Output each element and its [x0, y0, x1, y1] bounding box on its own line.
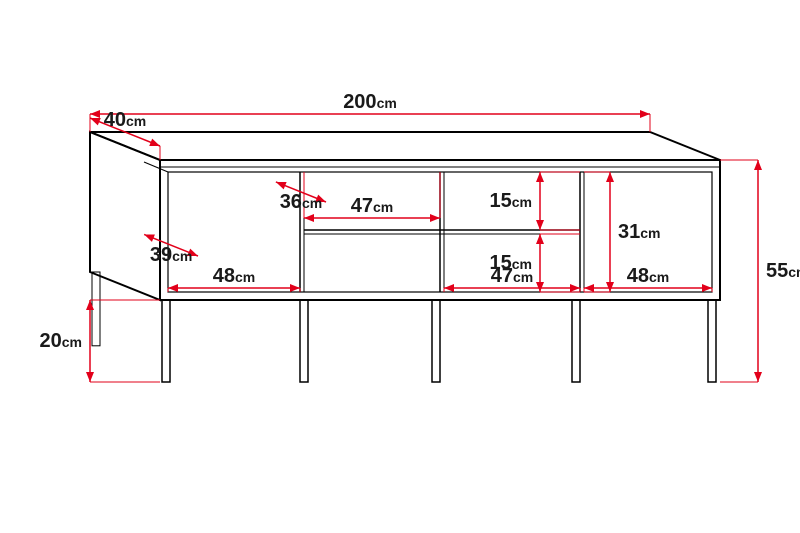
dim-arrowhead: [640, 110, 650, 118]
cabinet-outline: 48: [213, 265, 235, 287]
cabinet-outline: 15: [490, 252, 512, 274]
dim-shelf-bot-15: 15cm: [490, 252, 532, 274]
dim-arrowhead: [444, 284, 454, 292]
dim-arrowhead: [430, 214, 440, 222]
dim-arrowhead: [276, 182, 287, 189]
dim-shelf-top-15: 15cm: [490, 190, 532, 212]
cabinet-outline: 40: [104, 109, 126, 131]
cabinet-outline: cm: [512, 194, 532, 210]
dim-arrowhead: [90, 110, 100, 118]
cabinet-outline: cm: [649, 269, 669, 285]
cabinet-outline: 15: [490, 190, 512, 212]
cabinet-outline: [90, 132, 720, 160]
dim-arrowhead: [144, 234, 155, 241]
dim-arrowhead: [86, 372, 94, 382]
cabinet-outline: cm: [235, 269, 255, 285]
cabinet-outline: cm: [62, 334, 82, 350]
cabinet-outline: 200: [343, 91, 376, 113]
cabinet-outline: cm: [377, 95, 397, 111]
cabinet-outline: [708, 300, 716, 382]
dim-open-31: 31cm: [618, 221, 660, 243]
cabinet-outline: cm: [512, 256, 532, 272]
dim-arrowhead: [304, 214, 314, 222]
dim-arrowhead: [536, 282, 544, 292]
dim-arrowhead: [754, 372, 762, 382]
dim-arrowhead: [86, 300, 94, 310]
dim-arrowhead: [606, 172, 614, 182]
dim-c1-depth-39: 39cm: [150, 244, 192, 266]
cabinet-outline: 55: [766, 260, 788, 282]
cabinet-outline: cm: [640, 225, 660, 241]
cabinet-outline: cm: [373, 199, 393, 215]
dim-arrowhead: [90, 118, 101, 125]
dim-c2-depth-36: 36cm: [280, 191, 322, 213]
cabinet-outline: 47: [351, 195, 373, 217]
cabinet-outline: [300, 300, 308, 382]
furniture-dimension-diagram: 200cm40cm55cm20cm48cm47cm47cm48cm39cm36c…: [0, 0, 800, 533]
cabinet-outline: 20: [40, 330, 62, 352]
cabinet-outline: 39: [150, 244, 172, 266]
dim-arrowhead: [754, 160, 762, 170]
cabinet-outline: cm: [302, 195, 322, 211]
dim-height-55: 55cm: [766, 260, 800, 282]
dim-arrowhead: [168, 284, 178, 292]
cabinet-outline: 36: [280, 191, 302, 213]
dim-c1-48: 48cm: [213, 265, 255, 287]
dim-arrowhead: [290, 284, 300, 292]
cabinet-outline: 48: [627, 265, 649, 287]
dim-width-200: 200cm: [343, 91, 397, 113]
dim-c2a-47: 47cm: [351, 195, 393, 217]
dim-arrowhead: [606, 282, 614, 292]
dim-arrowhead: [536, 172, 544, 182]
dim-leg-20: 20cm: [40, 330, 82, 352]
dim-arrowhead: [149, 139, 160, 146]
dim-arrowhead: [702, 284, 712, 292]
cabinet-outline: [432, 300, 440, 382]
cabinet-outline: 31: [618, 221, 640, 243]
cabinet-outline: cm: [788, 264, 800, 280]
cabinet-outline: [572, 300, 580, 382]
cabinet-outline: [162, 300, 170, 382]
dim-arrowhead: [536, 220, 544, 230]
dim-c4-48: 48cm: [627, 265, 669, 287]
cabinet-outline: cm: [172, 248, 192, 264]
dim-arrowhead: [584, 284, 594, 292]
dim-arrowhead: [570, 284, 580, 292]
cabinet-outline: cm: [126, 113, 146, 129]
dim-arrowhead: [536, 234, 544, 244]
dim-depth-40: 40cm: [104, 109, 146, 131]
